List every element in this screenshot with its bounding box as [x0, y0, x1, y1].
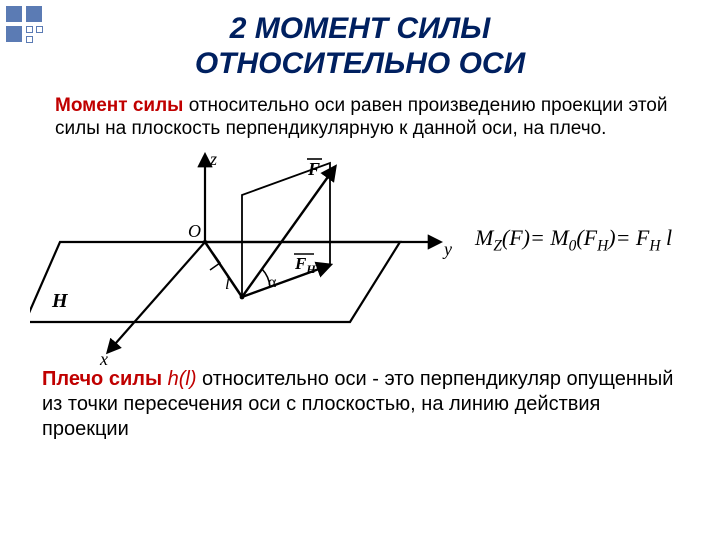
svg-text:y: y [442, 239, 452, 259]
title-line-2: ОТНОСИТЕЛЬНО ОСИ [0, 47, 720, 82]
lever-arm-lead: Плечо силы [42, 368, 168, 390]
moment-diagram: z y x O H F FH α l [30, 147, 460, 367]
lever-arm-paragraph: Плечо силы h(l) относительно оси - это п… [42, 367, 678, 442]
svg-text:O: O [188, 221, 201, 241]
definition-lead: Момент силы [55, 95, 183, 116]
svg-text:F: F [307, 159, 320, 179]
svg-text:l: l [225, 274, 230, 293]
lever-arm-symbol: h(l) [168, 368, 197, 390]
figure-area: z y x O H F FH α l MZ(F)= M0(FH)= FH l [30, 147, 720, 367]
slide-title: 2 МОМЕНТ СИЛЫ ОТНОСИТЕЛЬНО ОСИ [0, 0, 720, 81]
title-line-1: 2 МОМЕНТ СИЛЫ [0, 12, 720, 47]
svg-text:z: z [209, 149, 217, 169]
moment-formula: MZ(F)= M0(FH)= FH l [475, 225, 672, 255]
definition-paragraph: Момент силы относительно оси равен произ… [55, 95, 670, 141]
svg-text:H: H [51, 290, 69, 312]
svg-text:FH: FH [294, 254, 316, 276]
svg-text:x: x [99, 349, 108, 367]
svg-text:α: α [268, 274, 277, 291]
